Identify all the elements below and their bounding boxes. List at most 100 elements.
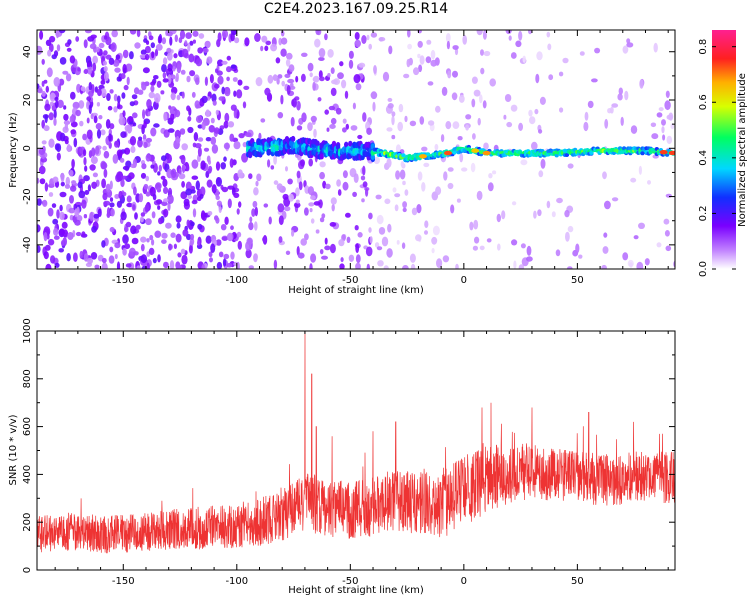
spectrogram-cell (473, 219, 479, 230)
spectrogram-cell (100, 79, 106, 85)
spectrogram-cell (190, 221, 195, 227)
spectrogram-cell (506, 121, 513, 128)
spectrogram-cell (248, 173, 253, 180)
spectrogram-cell (330, 117, 337, 125)
spectrogram-cell (221, 236, 228, 242)
spectrogram-cell (106, 212, 111, 219)
spectrogram-cell (101, 262, 108, 269)
spectrogram-cell (401, 242, 406, 249)
spectrogram-cell (161, 232, 168, 239)
ridge-cell (401, 153, 406, 158)
spectrogram-cell (83, 253, 89, 262)
spectrogram-cell (504, 94, 512, 102)
spectrogram-cell (181, 164, 186, 174)
spectrogram-cell (318, 199, 323, 209)
spectrogram-cell (89, 211, 94, 222)
spectrogram-cell (234, 37, 240, 44)
spectrogram-cell (419, 116, 425, 125)
spectrogram-cell (518, 122, 523, 131)
spectrogram-cell (100, 88, 107, 97)
spectrogram-cell (368, 212, 373, 220)
spectrogram-cell (342, 127, 347, 133)
spectrogram-cell (178, 168, 182, 175)
spectrogram-cell (83, 39, 88, 49)
spectrogram-cell (167, 194, 174, 205)
spectrogram-cell (272, 74, 278, 81)
spectrogram-cell (83, 68, 89, 74)
spectrogram-cell (477, 117, 481, 126)
spectrogram-cell (436, 258, 443, 269)
spectrogram-cell (402, 180, 406, 186)
spectrogram-cell (622, 45, 629, 54)
spectrogram-cell (203, 147, 210, 152)
spectrogram-cell (156, 80, 162, 88)
spectrogram-cell (191, 91, 196, 98)
spectrogram-cell (226, 55, 231, 61)
spectrogram-cell (505, 30, 512, 35)
spectrogram-cell (296, 125, 303, 131)
spectrogram-cell (168, 243, 172, 251)
y-tick-label: 800 (22, 369, 33, 388)
spectrogram-cell (284, 206, 291, 212)
spectrogram-cell (223, 142, 230, 150)
spectrogram-cell (89, 164, 96, 171)
spectrogram-cell (141, 81, 147, 91)
spectrogram-cell (348, 254, 355, 262)
spectrogram-cell (370, 32, 378, 38)
spectrogram-cell (377, 260, 384, 267)
spectrogram-cell (201, 121, 206, 130)
spectrogram-cell (365, 188, 369, 197)
spectrogram-cell (142, 109, 146, 120)
spectrogram-cell (63, 105, 67, 110)
spectrogram-cell (153, 162, 158, 173)
spectrogram-cell (100, 129, 106, 136)
spectrogram-cell (64, 184, 71, 189)
spectrogram-cell (344, 90, 349, 99)
spectrogram-cell (260, 118, 266, 123)
spectrogram-cell (49, 101, 54, 107)
spectrogram-cell (107, 105, 113, 111)
spectrogram-cell (202, 47, 209, 53)
spectrogram-cell (211, 144, 219, 154)
spectrogram-cell (421, 146, 428, 152)
spectrogram-cell (72, 101, 80, 110)
spectrogram-cell (138, 193, 144, 203)
spectrogram-cell (118, 190, 123, 200)
spectrogram-cell (215, 217, 220, 224)
spectrogram-cell (69, 169, 74, 177)
spectrogram-cell (58, 228, 65, 236)
spectrogram-cell (345, 212, 351, 218)
spectrogram-cell (366, 127, 372, 135)
spectrogram-cell (195, 77, 200, 85)
spectrogram-cell (236, 89, 243, 99)
spectrogram-cell (146, 238, 150, 243)
spectrogram-cell (327, 49, 334, 58)
spectrogram-cell (175, 215, 182, 223)
spectrogram-cell (663, 218, 670, 225)
spectrogram-cell (160, 175, 166, 180)
spectrogram-cell (70, 180, 77, 185)
spectrogram-cell (161, 239, 167, 245)
spectrogram-cell (83, 149, 87, 157)
spectrogram-cell (88, 104, 92, 114)
spectrogram-cell (471, 76, 478, 84)
spectrogram-cell (193, 132, 199, 142)
spectrogram-cell (602, 171, 607, 180)
spectrogram-cell (291, 229, 295, 237)
spectrogram-cell (326, 127, 330, 132)
spectrogram-cell (114, 242, 121, 249)
spectrogram-cell (307, 122, 313, 132)
spectrogram-cell (522, 55, 526, 63)
spectrogram-cell (373, 156, 380, 165)
spectrogram-cell (195, 115, 203, 123)
spectrogram-cell (205, 137, 212, 142)
spectrogram-cell (175, 135, 180, 144)
spectrogram-cell (289, 85, 296, 90)
spectrogram-cell (194, 100, 200, 109)
spectrogram-cell (381, 236, 389, 247)
spectrogram-cell (551, 211, 556, 218)
spectrogram-cell (66, 253, 71, 262)
spectrogram-cell (591, 78, 598, 83)
spectrogram-cell (187, 116, 192, 122)
spectrogram-cell (249, 216, 253, 223)
